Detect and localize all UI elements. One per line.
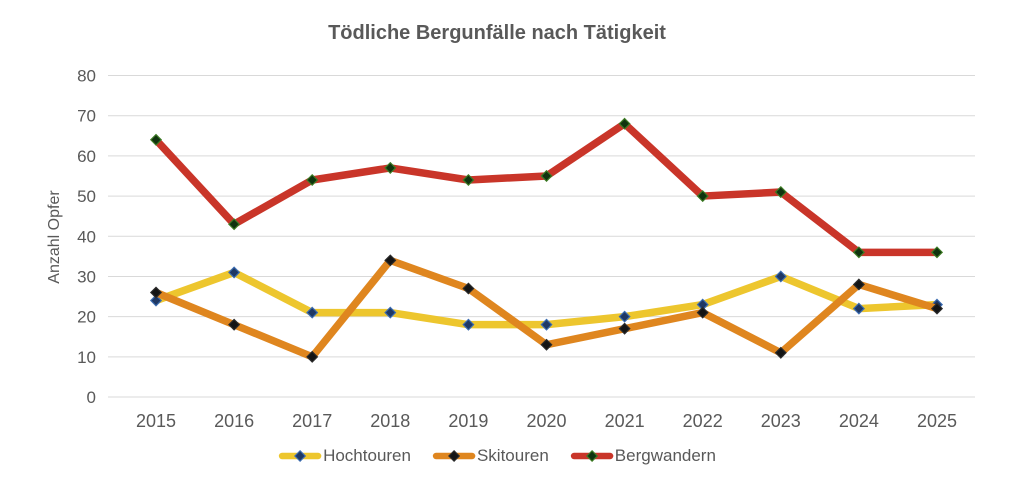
chart-title: Tödliche Bergunfälle nach Tätigkeit (328, 22, 666, 44)
legend-diamond-marker (447, 449, 461, 463)
data-point-hochtouren-2021 (618, 310, 631, 323)
data-point-bergwandern-2016 (228, 218, 241, 231)
y-tick-label: 60 (77, 147, 96, 166)
data-point-hochtouren-2016 (228, 266, 241, 279)
legend-diamond-marker (294, 449, 307, 463)
y-tick-label: 10 (77, 348, 96, 367)
data-point-hochtouren-2015 (149, 294, 163, 307)
y-tick-label: 70 (77, 107, 96, 126)
data-point-skitouren-2025 (930, 302, 944, 315)
legend-label-hochtouren: Hochtouren (323, 446, 411, 465)
data-point-bergwandern-2019 (462, 173, 475, 187)
legend-label-bergwandern: Bergwandern (614, 446, 716, 465)
series-line-bergwandern (152, 119, 941, 257)
x-tick-label: 2022 (683, 411, 723, 431)
data-point-bergwandern-2024 (852, 246, 865, 259)
legend-marker-icon (432, 449, 476, 463)
x-tick-label: 2017 (292, 411, 332, 431)
data-point-skitouren-2018 (384, 254, 397, 267)
data-point-bergwandern-2025 (930, 246, 944, 259)
legend-item-skitouren: Skitouren (432, 446, 549, 466)
data-point-hochtouren-2024 (852, 302, 865, 315)
legend-item-bergwandern: Bergwandern (570, 446, 716, 466)
data-point-bergwandern-2023 (774, 185, 787, 199)
data-point-skitouren-2019 (462, 282, 475, 295)
x-tick-label: 2016 (214, 411, 254, 431)
legend-marker-icon (278, 449, 322, 463)
y-tick-label: 30 (77, 267, 96, 286)
data-point-skitouren-2015 (149, 286, 163, 299)
data-point-bergwandern-2020 (540, 169, 553, 183)
data-point-hochtouren-2023 (774, 270, 787, 283)
x-tick-label: 2021 (605, 411, 645, 431)
data-point-skitouren-2023 (774, 346, 787, 359)
data-point-bergwandern-2021 (618, 117, 631, 130)
y-tick-label: 80 (77, 67, 96, 86)
data-point-hochtouren-2017 (306, 306, 319, 319)
x-tick-label: 2024 (839, 411, 879, 431)
x-tick-label: 2019 (448, 411, 488, 431)
x-tick-label: 2025 (917, 411, 957, 431)
y-tick-label: 20 (77, 308, 96, 327)
data-point-skitouren-2021 (618, 322, 631, 335)
y-tick-label: 40 (77, 227, 96, 246)
data-point-bergwandern-2017 (306, 173, 319, 187)
data-point-bergwandern-2018 (384, 161, 397, 174)
legend-label-skitouren: Skitouren (476, 446, 549, 465)
x-tick-label: 2015 (136, 411, 176, 431)
data-point-bergwandern-2015 (149, 133, 163, 146)
x-tick-label: 2018 (370, 411, 410, 431)
data-point-skitouren-2020 (540, 338, 553, 351)
data-point-hochtouren-2018 (384, 306, 397, 319)
x-tick-label: 2020 (526, 411, 566, 431)
data-point-hochtouren-2020 (540, 318, 553, 331)
data-point-bergwandern-2022 (696, 190, 709, 203)
legend-diamond-marker (585, 449, 598, 463)
data-point-skitouren-2024 (852, 278, 865, 291)
legend-marker-icon (570, 449, 614, 463)
y-tick-label: 0 (87, 388, 96, 407)
data-point-skitouren-2022 (696, 306, 709, 319)
x-tick-label: 2023 (761, 411, 801, 431)
y-tick-label: 50 (77, 187, 96, 206)
data-point-hochtouren-2019 (462, 318, 475, 331)
data-point-skitouren-2017 (306, 350, 319, 363)
legend: Hochtouren Skitouren Bergwandern (278, 446, 716, 466)
data-point-skitouren-2016 (228, 318, 241, 331)
legend-item-hochtouren: Hochtouren (278, 446, 411, 466)
